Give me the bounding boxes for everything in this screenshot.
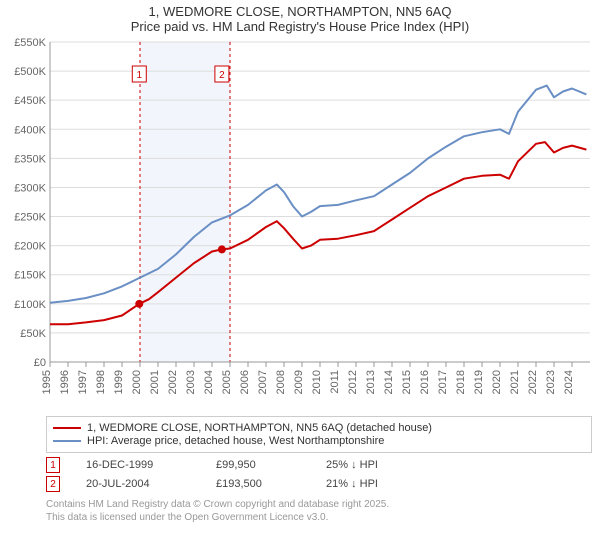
- svg-text:1997: 1997: [77, 370, 89, 394]
- svg-text:£350K: £350K: [14, 153, 46, 165]
- svg-text:£150K: £150K: [14, 270, 46, 282]
- legend-item-property: 1, WEDMORE CLOSE, NORTHAMPTON, NN5 6AQ (…: [53, 422, 585, 434]
- svg-text:1998: 1998: [95, 370, 107, 394]
- svg-text:1999: 1999: [113, 370, 125, 394]
- svg-text:2012: 2012: [347, 370, 359, 394]
- svg-text:2019: 2019: [473, 370, 485, 394]
- svg-text:1995: 1995: [41, 370, 53, 394]
- legend-item-hpi: HPI: Average price, detached house, West…: [53, 435, 585, 447]
- marker-badge: 2: [46, 476, 60, 492]
- svg-text:2020: 2020: [491, 370, 503, 394]
- legend-label: 1, WEDMORE CLOSE, NORTHAMPTON, NN5 6AQ (…: [87, 422, 432, 434]
- svg-text:2003: 2003: [185, 370, 197, 394]
- svg-text:2024: 2024: [563, 370, 575, 394]
- svg-text:2018: 2018: [455, 370, 467, 394]
- svg-text:2013: 2013: [365, 370, 377, 394]
- table-row: 1 16-DEC-1999 £99,950 25% ↓ HPI: [46, 457, 592, 473]
- svg-text:2: 2: [219, 70, 225, 81]
- svg-text:2006: 2006: [239, 370, 251, 394]
- svg-text:2005: 2005: [221, 370, 233, 394]
- transaction-hpi: 21% ↓ HPI: [326, 478, 592, 490]
- title-block: 1, WEDMORE CLOSE, NORTHAMPTON, NN5 6AQ P…: [0, 0, 600, 34]
- svg-text:£400K: £400K: [14, 124, 46, 136]
- svg-text:£0: £0: [34, 357, 46, 369]
- table-row: 2 20-JUL-2004 £193,500 21% ↓ HPI: [46, 476, 592, 492]
- svg-text:£250K: £250K: [14, 212, 46, 224]
- svg-text:£200K: £200K: [14, 241, 46, 253]
- transaction-date: 20-JUL-2004: [86, 478, 216, 490]
- svg-text:1: 1: [136, 70, 142, 81]
- svg-text:£100K: £100K: [14, 299, 46, 311]
- title-subtitle: Price paid vs. HM Land Registry's House …: [0, 19, 600, 34]
- svg-text:2011: 2011: [329, 370, 341, 394]
- attribution: Contains HM Land Registry data © Crown c…: [46, 498, 592, 524]
- svg-text:£300K: £300K: [14, 182, 46, 194]
- svg-text:2016: 2016: [419, 370, 431, 394]
- svg-text:2017: 2017: [437, 370, 449, 394]
- svg-text:2015: 2015: [401, 370, 413, 394]
- svg-text:2002: 2002: [167, 370, 179, 394]
- svg-text:£500K: £500K: [14, 66, 46, 78]
- svg-text:2021: 2021: [509, 370, 521, 394]
- legend-swatch: [53, 427, 81, 429]
- svg-text:2023: 2023: [545, 370, 557, 394]
- svg-text:2000: 2000: [131, 370, 143, 394]
- svg-text:2014: 2014: [383, 370, 395, 394]
- transactions-table: 1 16-DEC-1999 £99,950 25% ↓ HPI 2 20-JUL…: [46, 457, 592, 492]
- transaction-price: £193,500: [216, 478, 326, 490]
- marker-badge: 1: [46, 457, 60, 473]
- svg-text:2001: 2001: [149, 370, 161, 394]
- transaction-date: 16-DEC-1999: [86, 459, 216, 471]
- title-address: 1, WEDMORE CLOSE, NORTHAMPTON, NN5 6AQ: [0, 4, 600, 19]
- svg-text:£550K: £550K: [14, 37, 46, 49]
- svg-text:£50K: £50K: [20, 328, 46, 340]
- legend: 1, WEDMORE CLOSE, NORTHAMPTON, NN5 6AQ (…: [46, 416, 592, 453]
- svg-text:2010: 2010: [311, 370, 323, 394]
- svg-text:1996: 1996: [59, 370, 71, 394]
- transaction-price: £99,950: [216, 459, 326, 471]
- svg-text:£450K: £450K: [14, 95, 46, 107]
- price-chart: £0 £50K £100K £150K £200K £250K £300K £350K £400…: [4, 36, 594, 414]
- svg-text:2022: 2022: [527, 370, 539, 394]
- transaction-hpi: 25% ↓ HPI: [326, 459, 592, 471]
- svg-text:2004: 2004: [203, 370, 215, 394]
- svg-text:2007: 2007: [257, 370, 269, 394]
- legend-swatch: [53, 440, 81, 442]
- legend-label: HPI: Average price, detached house, West…: [87, 435, 384, 447]
- svg-text:2009: 2009: [293, 370, 305, 394]
- attribution-line: This data is licensed under the Open Gov…: [46, 511, 592, 524]
- svg-text:2008: 2008: [275, 370, 287, 394]
- attribution-line: Contains HM Land Registry data © Crown c…: [46, 498, 592, 511]
